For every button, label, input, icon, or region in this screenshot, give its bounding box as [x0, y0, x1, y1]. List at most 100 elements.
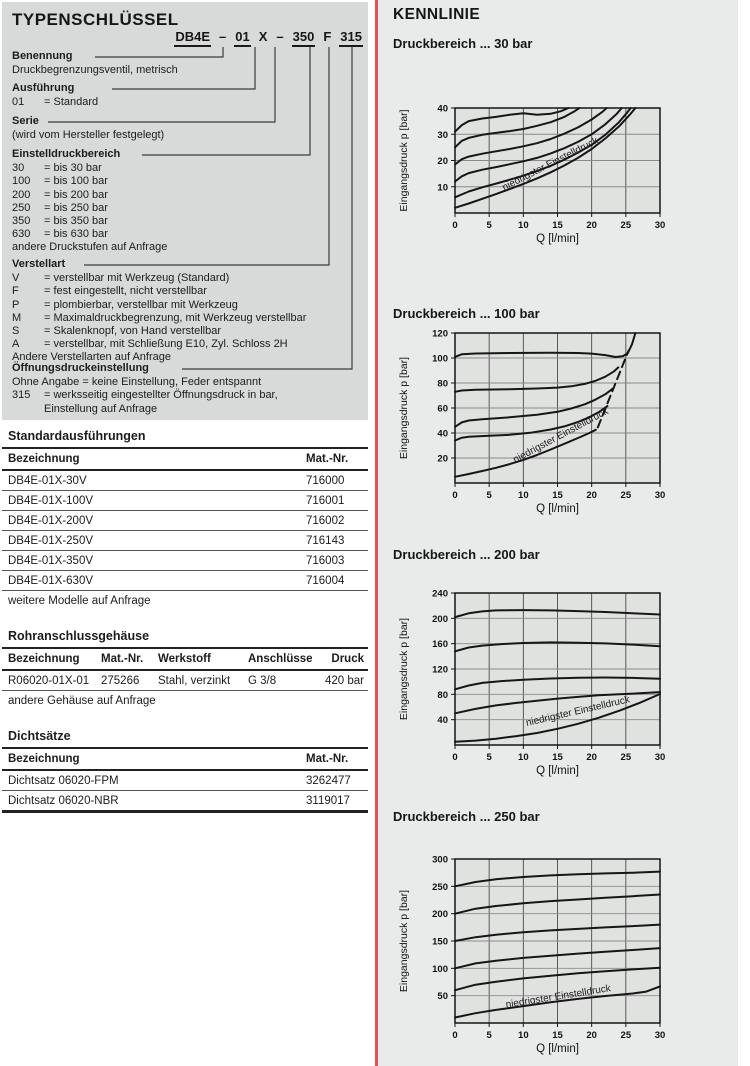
row-text: Druckbegrenzungsventil, metrisch — [12, 64, 178, 77]
section-row: 30 = bis 30 bar — [12, 162, 364, 175]
section-row: Druckbegrenzungsventil, metrisch — [12, 64, 364, 77]
table-cell: 716000 — [306, 474, 345, 487]
table-header-row: Bezeichnung Mat.-Nr. — [2, 749, 368, 771]
svg-text:100: 100 — [432, 354, 448, 365]
svg-text:Eingangsdruck p [bar]: Eingangsdruck p [bar] — [398, 109, 410, 211]
row-text: = bis 350 bar — [44, 215, 108, 228]
code-part-350: 350 — [291, 29, 316, 47]
svg-text:Q [l/min]: Q [l/min] — [536, 1043, 579, 1055]
section-row: S = Skalenknopf, von Hand verstellbar — [12, 325, 364, 338]
section-row: 630 = bis 630 bar — [12, 228, 364, 241]
svg-text:25: 25 — [621, 752, 632, 763]
svg-text:300: 300 — [432, 855, 448, 866]
svg-text:20: 20 — [586, 220, 597, 231]
svg-text:20: 20 — [437, 156, 448, 167]
table-cell: 3119017 — [306, 794, 350, 807]
svg-text:25: 25 — [621, 220, 632, 231]
table-cell: DB4E-01X-630V — [8, 574, 94, 587]
svg-text:15: 15 — [552, 490, 563, 501]
svg-text:160: 160 — [432, 639, 448, 650]
section-row: 200 = bis 200 bar — [12, 189, 364, 202]
svg-text:80: 80 — [437, 379, 448, 390]
svg-text:Q [l/min]: Q [l/min] — [536, 503, 579, 515]
svg-text:30: 30 — [437, 130, 448, 141]
row-code: P — [12, 298, 20, 311]
table-cell: DB4E-01X-250V — [8, 534, 94, 547]
svg-text:15: 15 — [552, 1030, 563, 1041]
section-row: 350 = bis 350 bar — [12, 215, 364, 228]
chart-svg: 0 5 10 15 20 25 30 40 80 120 160 200 240 Eingangsdruc… — [398, 589, 665, 778]
svg-text:20: 20 — [586, 752, 597, 763]
table-rohranschlussgehaeuse: Rohranschlussgehäuse Bezeichnung Mat.-Nr. W… — [2, 628, 368, 707]
column-header: Werkstoff — [158, 653, 211, 665]
section-ausf-hrung: Ausführung 01 = Standard — [12, 82, 364, 109]
row-text: = verstellbar mit Werkzeug (Standard) — [44, 272, 230, 285]
row-code: 350 — [12, 215, 31, 228]
table-cell: 275266 — [101, 674, 140, 687]
table-cell: 420 bar — [324, 674, 364, 687]
svg-text:10: 10 — [437, 182, 448, 193]
row-text: andere Druckstufen auf Anfrage — [12, 241, 168, 254]
row-text: = Skalenknopf, von Hand verstellbar — [44, 325, 222, 338]
tables-column: Standardausführungen Bezeichnung Mat.-Nr. D… — [2, 428, 368, 813]
table-dichtsaetze: Dichtsätze Bezeichnung Mat.-Nr. Dichtsatz 0… — [2, 728, 368, 813]
section-row: andere Druckstufen auf Anfrage — [12, 241, 364, 254]
section-label: Öffnungsdruckeinstellung — [12, 362, 149, 374]
row-code: 315 — [12, 389, 31, 402]
svg-text:Eingangsdruck p [bar]: Eingangsdruck p [bar] — [398, 357, 410, 459]
svg-text:20: 20 — [586, 490, 597, 501]
svg-text:60: 60 — [437, 404, 448, 415]
table-cell: DB4E-01X-200V — [8, 514, 94, 527]
section-label: Ausführung — [12, 82, 75, 94]
table-row: DB4E-01X-30V 716000 — [2, 471, 368, 491]
table-row: DB4E-01X-200V 716002 — [2, 511, 368, 531]
svg-text:40: 40 — [437, 715, 448, 726]
row-text: Einstellung auf Anfrage — [44, 402, 158, 415]
code-part-F: F — [323, 29, 332, 44]
code-part-315: 315 — [339, 29, 363, 47]
section-row: Ohne Angabe = keine Einstellung, Feder e… — [12, 376, 364, 389]
table-cell: DB4E-01X-30V — [8, 474, 87, 487]
row-text: = bis 30 bar — [44, 162, 102, 175]
section-row: F = fest eingestellt, nicht verstellbar — [12, 285, 364, 298]
chart-title-100bar: Druckbereich ... 100 bar — [393, 306, 540, 321]
svg-text:120: 120 — [432, 329, 448, 340]
section-row: 250 = bis 250 bar — [12, 202, 364, 215]
svg-text:25: 25 — [621, 490, 632, 501]
svg-text:100: 100 — [432, 964, 448, 975]
svg-text:80: 80 — [437, 690, 448, 701]
type-code: DB4E –01 X –350 F 315 — [174, 29, 363, 47]
table-title: Rohranschlussgehäuse — [2, 628, 368, 649]
row-code: A — [12, 338, 20, 351]
chart-title-200bar: Druckbereich ... 200 bar — [393, 547, 540, 562]
svg-text:20: 20 — [586, 1030, 597, 1041]
table-row: Dichtsatz 06020-FPM 3262477 — [2, 771, 368, 791]
table-note: weitere Modelle auf Anfrage — [8, 595, 151, 607]
section-benennung: Benennung Druckbegrenzungsventil, metrisc… — [12, 50, 364, 77]
table-standardausfuehrungen: Standardausführungen Bezeichnung Mat.-Nr. D… — [2, 428, 368, 607]
code-part-X: X — [258, 29, 268, 44]
row-text: = fest eingestellt, nicht verstellbar — [44, 285, 207, 298]
column-header: Anschlüsse — [248, 653, 313, 665]
row-text: = Standard — [44, 96, 99, 109]
svg-text:240: 240 — [432, 589, 448, 600]
section-row: 100 = bis 100 bar — [12, 175, 364, 188]
column-header: Bezeichnung — [8, 753, 80, 765]
row-code: 630 — [12, 228, 31, 241]
row-text: (wird vom Hersteller festgelegt) — [12, 129, 165, 142]
svg-text:25: 25 — [621, 1030, 632, 1041]
section-einstelldruckbereich: Einstelldruckbereich 30 = bis 30 bar 100 = b… — [12, 148, 364, 255]
table-cell: Dichtsatz 06020-FPM — [8, 774, 119, 787]
code-part-01: 01 — [234, 29, 251, 47]
section-row: Andere Verstellarten auf Anfrage — [12, 351, 364, 364]
kennlinie-title: KENNLINIE — [393, 6, 481, 23]
row-code: F — [12, 285, 19, 298]
row-code: S — [12, 325, 20, 338]
svg-text:Eingangsdruck p [bar]: Eingangsdruck p [bar] — [398, 618, 410, 720]
svg-text:150: 150 — [432, 937, 448, 948]
row-text: = verstellbar, mit Schließung E10, Zyl. … — [44, 338, 288, 351]
column-header: Mat.-Nr. — [306, 453, 349, 465]
chart-svg: 0 5 10 15 20 25 30 20 40 60 80 100 120 Eingangsdruck … — [398, 329, 665, 516]
code-part-–: – — [276, 29, 284, 44]
table-cell: G 3/8 — [248, 674, 277, 687]
